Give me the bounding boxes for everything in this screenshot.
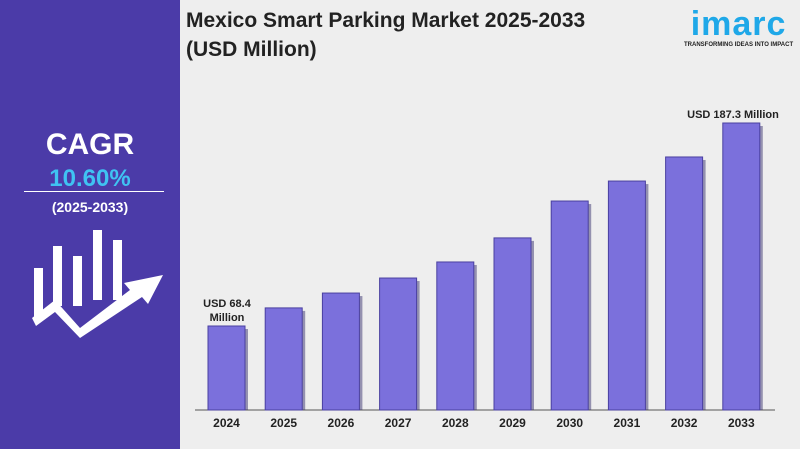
chart-title: Mexico Smart Parking Market 2025-2033 (U… [186,6,585,64]
x-tick-label: 2025 [270,416,297,430]
x-tick-label: 2033 [728,416,755,430]
divider [24,191,164,192]
bar-2025 [264,307,303,411]
cagr-label: CAGR [45,128,135,161]
bar-2032 [665,156,704,411]
data-label-first-unit: Million [210,312,245,324]
x-tick-label: 2031 [614,416,641,430]
x-tick-label: 2030 [556,416,583,430]
logo-word: imarc [690,5,787,43]
x-tick-label: 2026 [328,416,355,430]
bar-2026 [321,292,360,411]
data-label-last: USD 187.3 Million [687,109,779,121]
x-tick-label: 2032 [671,416,698,430]
bar-2030 [550,200,589,411]
bar-2024 [207,325,246,411]
cagr-value: 10.60% [49,165,131,192]
growth-chart-icon [32,230,163,338]
bar-2027 [379,277,418,411]
x-tick-label: 2029 [499,416,526,430]
cagr-panel: CAGR 10.60% (2025-2033) [0,0,180,449]
bar-2028 [436,261,475,411]
imarc-logo: imarc TRANSFORMING IDEAS INTO IMPACT [684,6,793,48]
bar-2031 [607,180,646,411]
title-line-2: (USD Million) [186,38,317,61]
x-tick-label: 2028 [442,416,469,430]
data-label-first: USD 68.4 [203,298,252,310]
logo-tagline: TRANSFORMING IDEAS INTO IMPACT [684,42,794,48]
x-tick-label: 2024 [213,416,240,430]
title-line-1: Mexico Smart Parking Market 2025-2033 [186,9,586,32]
cagr-period: (2025-2033) [51,199,129,215]
x-tick-label: 2027 [385,416,412,430]
bar-2033 [722,122,761,411]
bar-2029 [493,237,532,411]
